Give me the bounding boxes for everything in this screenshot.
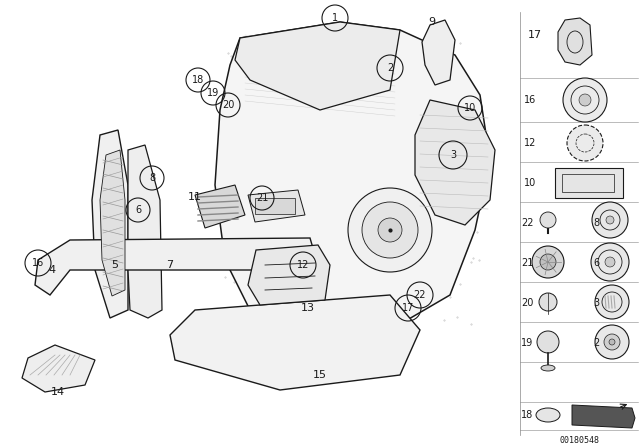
Circle shape	[540, 254, 556, 270]
Circle shape	[595, 285, 629, 319]
Text: 16: 16	[32, 258, 44, 268]
Circle shape	[609, 339, 615, 345]
Text: 3: 3	[450, 150, 456, 160]
Text: 13: 13	[301, 303, 315, 313]
Circle shape	[532, 246, 564, 278]
Ellipse shape	[536, 408, 560, 422]
Polygon shape	[128, 145, 162, 318]
Polygon shape	[558, 18, 592, 65]
Text: 8: 8	[149, 173, 155, 183]
Text: 18: 18	[521, 410, 533, 420]
Text: 21: 21	[521, 258, 533, 268]
Text: 15: 15	[313, 370, 327, 380]
Text: 4: 4	[49, 265, 56, 275]
Ellipse shape	[541, 365, 555, 371]
Text: 22: 22	[413, 290, 426, 300]
Text: 5: 5	[111, 260, 118, 270]
Text: 16: 16	[524, 95, 536, 105]
Circle shape	[592, 202, 628, 238]
Bar	[555, 168, 623, 198]
Text: 12: 12	[297, 260, 309, 270]
Polygon shape	[415, 100, 495, 225]
Text: 10: 10	[464, 103, 476, 113]
Circle shape	[539, 293, 557, 311]
Bar	[255, 198, 295, 214]
Text: 19: 19	[521, 338, 533, 348]
Bar	[562, 174, 614, 192]
Text: 2: 2	[387, 63, 393, 73]
Text: 2: 2	[593, 338, 599, 348]
Text: 22: 22	[521, 218, 533, 228]
Polygon shape	[195, 185, 245, 228]
Text: 9: 9	[428, 17, 436, 27]
Circle shape	[591, 243, 629, 281]
Polygon shape	[22, 345, 95, 392]
Circle shape	[540, 212, 556, 228]
Polygon shape	[572, 405, 635, 428]
Circle shape	[537, 331, 559, 353]
Polygon shape	[215, 22, 490, 340]
Circle shape	[378, 218, 402, 242]
Text: 6: 6	[135, 205, 141, 215]
Text: 10: 10	[524, 178, 536, 188]
Text: 21: 21	[256, 193, 268, 203]
Circle shape	[579, 94, 591, 106]
Text: 18: 18	[192, 75, 204, 85]
Text: 11: 11	[188, 192, 202, 202]
Text: 20: 20	[222, 100, 234, 110]
Circle shape	[605, 257, 615, 267]
Circle shape	[362, 202, 418, 258]
Polygon shape	[248, 190, 305, 222]
Text: 8: 8	[593, 218, 599, 228]
Text: 7: 7	[166, 260, 173, 270]
Text: 12: 12	[524, 138, 536, 148]
Polygon shape	[422, 20, 455, 85]
Text: 1: 1	[332, 13, 338, 23]
Text: 14: 14	[51, 387, 65, 397]
Text: 3: 3	[593, 298, 599, 308]
Polygon shape	[235, 22, 400, 110]
Polygon shape	[170, 295, 420, 390]
Text: 17: 17	[528, 30, 542, 40]
Polygon shape	[35, 238, 315, 295]
Circle shape	[563, 78, 607, 122]
Polygon shape	[100, 150, 125, 296]
Circle shape	[595, 325, 629, 359]
Circle shape	[604, 334, 620, 350]
Text: 6: 6	[593, 258, 599, 268]
Circle shape	[348, 188, 432, 272]
Text: 17: 17	[402, 303, 414, 313]
Polygon shape	[92, 130, 128, 318]
Text: 00180548: 00180548	[560, 435, 600, 444]
Circle shape	[567, 125, 603, 161]
Text: 19: 19	[207, 88, 219, 98]
Circle shape	[606, 216, 614, 224]
Polygon shape	[248, 245, 330, 305]
Text: 20: 20	[521, 298, 533, 308]
